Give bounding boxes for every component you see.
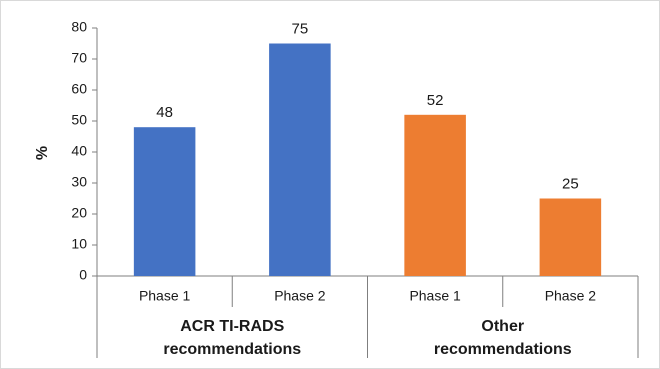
bar — [133, 127, 196, 276]
group-label: Other — [481, 318, 524, 335]
x-category-label: Phase 1 — [139, 288, 191, 304]
x-category-label: Phase 2 — [545, 288, 597, 304]
x-category-label: Phase 2 — [274, 288, 326, 304]
y-tick-label: 70 — [71, 50, 87, 66]
y-tick-label: 30 — [71, 174, 87, 190]
bar — [539, 198, 602, 276]
group-label: recommendations — [434, 341, 572, 358]
data-label: 48 — [156, 104, 173, 121]
data-label: 75 — [292, 21, 309, 38]
y-tick-label: 40 — [71, 143, 87, 159]
data-label: 52 — [427, 92, 444, 109]
bar — [269, 43, 331, 276]
y-tick-label: 20 — [71, 205, 87, 221]
bar — [404, 114, 466, 276]
x-category-label: Phase 1 — [409, 288, 461, 304]
y-tick-label: 0 — [79, 267, 87, 283]
y-tick-label: 60 — [71, 81, 87, 97]
y-tick-label: 80 — [71, 19, 87, 35]
data-label: 25 — [562, 176, 579, 193]
y-tick-label: 10 — [71, 236, 87, 252]
group-label: recommendations — [163, 341, 301, 358]
y-axis-title: % — [34, 146, 51, 160]
y-tick-label: 50 — [71, 112, 87, 128]
group-label: ACR TI-RADS — [180, 318, 284, 335]
